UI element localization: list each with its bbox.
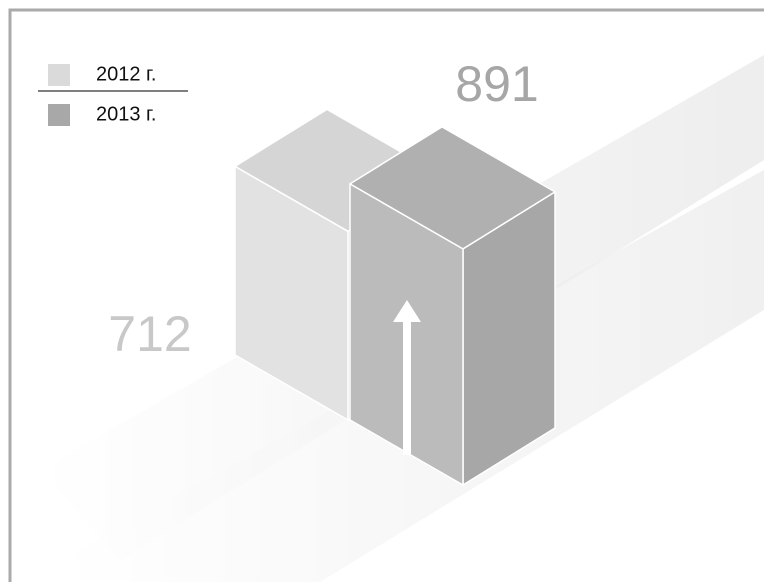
bar — [349, 126, 556, 486]
legend-swatch — [48, 104, 70, 126]
legend-swatch — [48, 64, 70, 86]
legend-label: 2013 г. — [96, 103, 156, 125]
bar-top — [349, 126, 556, 250]
value-label: 712 — [108, 306, 191, 362]
value-label: 891 — [455, 56, 538, 112]
legend-label: 2012 г. — [96, 63, 156, 85]
legend: 2012 г. 2013 г. — [48, 63, 156, 126]
arrow — [393, 300, 421, 455]
frame — [8, 8, 764, 582]
